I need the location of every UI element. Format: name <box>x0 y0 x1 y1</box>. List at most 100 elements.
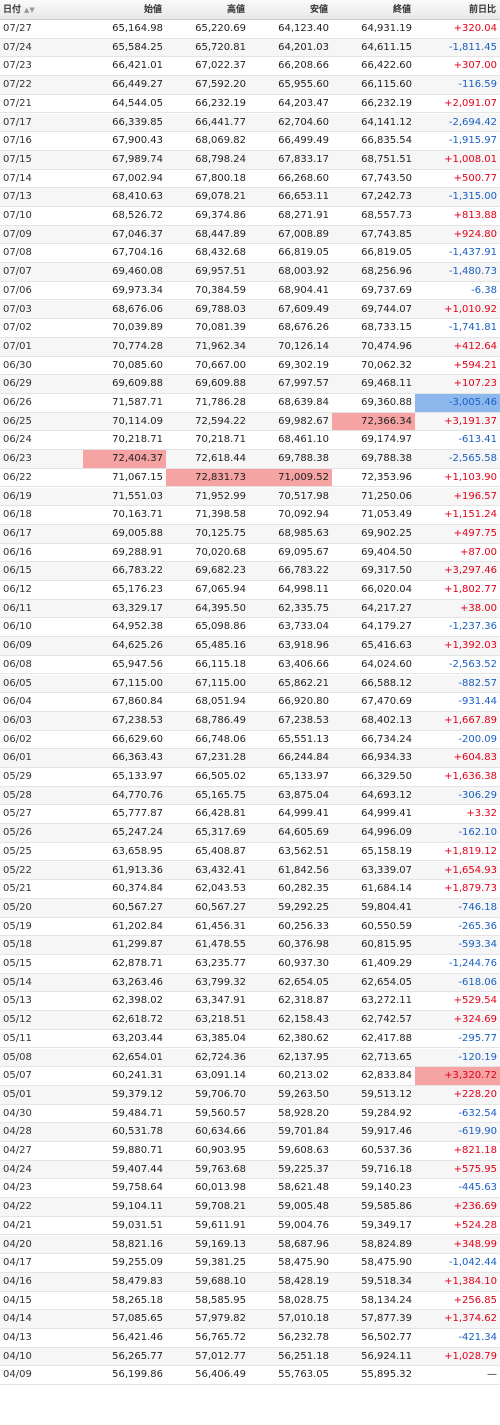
value-cell: +256.85 <box>453 1294 497 1306</box>
value-cell: 62,742.57 <box>361 1014 412 1026</box>
value-cell: 66,629.60 <box>112 733 163 745</box>
value-cell: 59,701.84 <box>278 1126 329 1138</box>
value-cell: 59,169.13 <box>195 1238 246 1250</box>
value-cell: 67,046.37 <box>112 228 163 240</box>
value-cell: -613.41 <box>458 434 497 446</box>
value-cell: 66,934.33 <box>361 752 412 764</box>
value-cell: 69,788.38 <box>361 453 412 465</box>
date-cell: 05/26 <box>3 827 32 839</box>
value-cell: 59,407.44 <box>112 1163 163 1175</box>
value-cell: 70,114.09 <box>112 415 163 427</box>
value-cell: 64,931.19 <box>361 23 412 34</box>
table-row: 07/21 64,544.05 66,232.19 64,203.47 66,232.1… <box>0 95 500 114</box>
table-row: 06/04 67,860.84 68,051.94 66,920.80 67,470.6… <box>0 693 500 712</box>
value-cell: 67,989.74 <box>112 153 163 165</box>
value-cell: 67,231.28 <box>195 752 246 764</box>
date-cell: 05/22 <box>3 864 32 876</box>
value-cell: 66,819.05 <box>361 247 412 259</box>
value-cell: 67,238.53 <box>112 714 163 726</box>
value-cell: 69,302.19 <box>278 359 329 371</box>
value-cell: 66,920.80 <box>278 696 329 708</box>
value-cell: +575.95 <box>453 1163 497 1175</box>
value-cell: 57,012.77 <box>195 1350 246 1362</box>
table-row: 06/10 64,952.38 65,098.86 63,733.04 64,179.2… <box>0 618 500 638</box>
value-cell: 68,410.63 <box>112 191 163 203</box>
table-row: 04/14 57,085.65 57,979.82 57,010.18 57,877.3… <box>0 1310 500 1329</box>
value-cell: +500.77 <box>453 172 497 184</box>
value-cell: 63,339.07 <box>361 864 412 876</box>
date-cell: 05/14 <box>3 976 32 988</box>
value-cell: 67,022.37 <box>195 60 246 72</box>
value-cell: -1,480.73 <box>448 266 497 278</box>
date-cell: 07/09 <box>3 228 32 240</box>
value-cell: -162.10 <box>458 827 497 839</box>
value-cell: 66,268.60 <box>278 172 329 184</box>
value-cell: 60,937.30 <box>278 958 329 969</box>
table-row: 07/27 65,164.98 65,220.69 64,123.40 64,931.1… <box>0 20 500 39</box>
value-cell: 66,422.60 <box>361 60 412 72</box>
value-cell: 61,202.84 <box>112 920 163 932</box>
value-cell: 64,123.40 <box>278 23 329 34</box>
date-cell: 06/05 <box>3 677 32 689</box>
value-cell: -295.77 <box>458 1032 497 1044</box>
value-cell: 64,996.09 <box>361 827 412 839</box>
value-cell: 60,282.35 <box>278 883 329 895</box>
date-cell: 05/08 <box>3 1051 32 1063</box>
value-cell: 70,020.68 <box>195 546 246 558</box>
value-cell: 70,517.98 <box>278 490 329 502</box>
value-cell: 71,067.15 <box>112 471 163 483</box>
value-cell: 66,441.77 <box>195 116 246 128</box>
value-cell: 67,008.89 <box>278 228 329 240</box>
value-cell: 68,003.92 <box>278 266 329 278</box>
value-cell: 72,594.22 <box>195 415 246 427</box>
value-cell: 64,217.27 <box>361 602 412 614</box>
date-cell: 07/10 <box>3 210 32 221</box>
value-cell: 68,461.10 <box>278 434 329 446</box>
value-cell: — <box>487 1369 497 1381</box>
table-row: 05/18 61,299.87 61,478.55 60,376.98 60,815.9… <box>0 936 500 955</box>
date-cell: 07/14 <box>3 172 32 184</box>
value-cell: 65,133.97 <box>278 771 329 782</box>
value-cell: -632.54 <box>458 1107 497 1119</box>
value-cell: -1,315.00 <box>448 191 497 203</box>
date-cell: 05/18 <box>3 939 32 951</box>
table-row: 07/15 67,989.74 68,798.24 67,833.17 68,751.5… <box>0 150 500 170</box>
value-cell: 63,218.51 <box>195 1014 246 1026</box>
table-row: 05/28 64,770.76 65,165.75 63,875.04 64,693.1… <box>0 786 500 806</box>
value-cell: 56,199.86 <box>112 1369 163 1381</box>
value-cell: -1,437.91 <box>448 247 497 259</box>
table-row: 07/02 70,039.89 70,081.39 68,676.26 68,733.1… <box>0 319 500 338</box>
value-cell: +1,374.62 <box>444 1313 497 1325</box>
table-row: 06/16 69,288.91 70,020.68 69,095.67 69,404.5… <box>0 544 500 563</box>
value-cell: 68,051.94 <box>195 696 246 708</box>
value-cell: +1,802.77 <box>444 584 497 595</box>
value-cell: 58,134.24 <box>361 1294 412 1306</box>
column-header[interactable]: 日付 ▲▼ <box>3 5 35 15</box>
value-cell: 59,688.10 <box>195 1275 246 1287</box>
value-cell: 58,475.90 <box>361 1257 412 1269</box>
sort-arrows[interactable]: ▲▼ <box>24 6 35 14</box>
value-cell: -200.09 <box>458 733 497 745</box>
value-cell: 66,208.66 <box>278 60 329 72</box>
table-row: 05/27 65,777.87 66,428.81 64,999.41 64,999.4… <box>0 805 500 825</box>
value-cell: 68,798.24 <box>195 153 246 165</box>
value-cell: -1,915.97 <box>448 135 497 147</box>
table-row: 06/12 65,176.23 67,065.94 64,998.11 66,020.0… <box>0 581 500 600</box>
value-cell: -931.44 <box>458 696 497 708</box>
date-cell: 05/01 <box>3 1088 32 1100</box>
value-cell: 65,485.16 <box>195 640 246 652</box>
value-cell: 66,588.12 <box>361 677 412 689</box>
value-cell: 66,329.50 <box>361 771 412 782</box>
value-cell: 59,255.09 <box>112 1257 163 1269</box>
value-cell: 63,347.91 <box>195 995 246 1007</box>
value-cell: +1,392.03 <box>444 640 497 652</box>
value-cell: 65,220.69 <box>195 23 246 34</box>
table-row: 04/27 59,880.71 60,903.95 59,608.63 60,537.3… <box>0 1142 500 1161</box>
date-cell: 07/16 <box>3 135 32 147</box>
value-cell: 70,092.94 <box>278 509 329 521</box>
value-cell: 63,263.46 <box>112 976 163 988</box>
table-row: 05/08 62,654.01 62,724.36 62,137.95 62,713.6… <box>0 1048 500 1068</box>
value-cell: 70,474.96 <box>361 340 412 352</box>
value-cell: 67,115.00 <box>112 677 163 689</box>
value-cell: 59,484.71 <box>112 1107 163 1119</box>
